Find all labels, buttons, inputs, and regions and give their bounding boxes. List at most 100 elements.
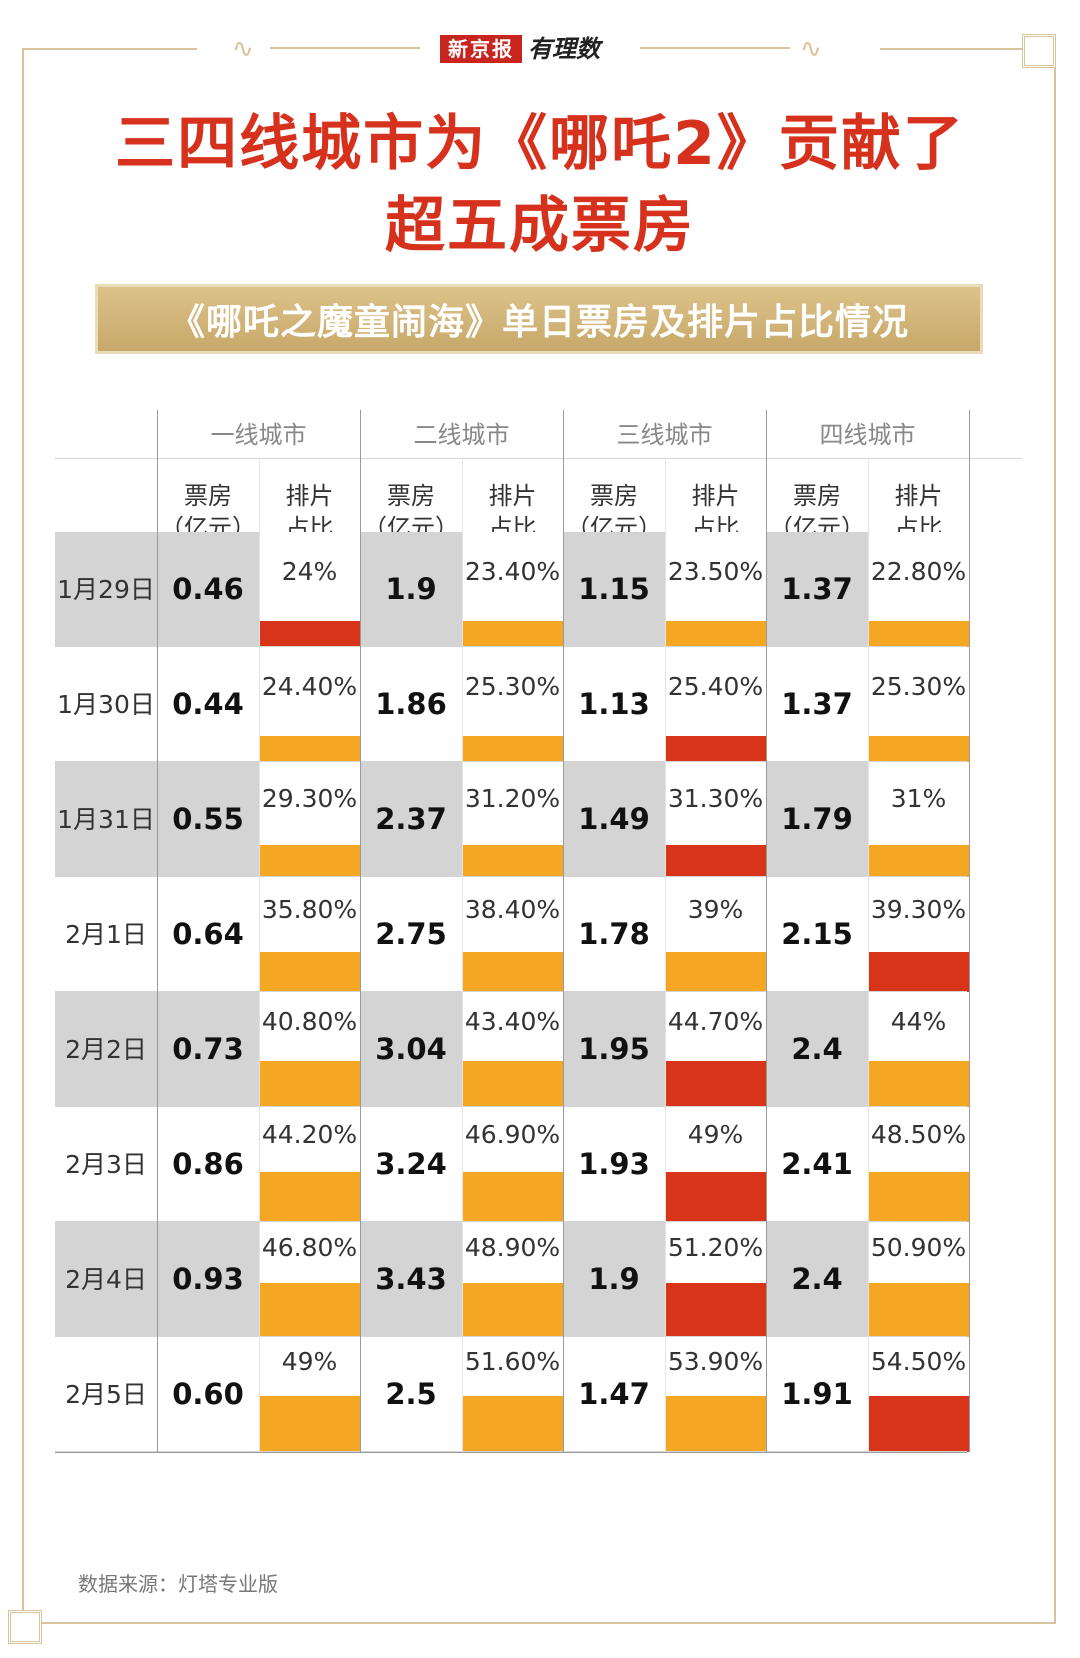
- chart-subtitle: 《哪吒之魔童闹海》单日票房及排片占比情况: [168, 302, 909, 343]
- screening-share-cell: 49%: [259, 1337, 360, 1452]
- screening-share-cell: 43.40%: [462, 992, 563, 1107]
- ornament-line: [270, 47, 420, 49]
- box-office-value: 0.60: [172, 1377, 244, 1411]
- screening-share-label: 23.50%: [667, 556, 764, 586]
- box-office-value: 2.5: [385, 1377, 437, 1411]
- box-office-value: 3.24: [375, 1147, 447, 1181]
- row-divider: [55, 1451, 967, 1452]
- box-office-value: 0.46: [172, 572, 244, 606]
- screening-share-bar: [462, 1172, 563, 1222]
- frame-top-right-line: [880, 48, 1056, 50]
- screening-share-label: 31.30%: [667, 783, 764, 813]
- screening-share-bar: [665, 952, 766, 992]
- row-divider: [55, 761, 967, 762]
- screening-share-bar: [868, 845, 969, 877]
- screening-share-cell: 44.70%: [665, 992, 766, 1107]
- box-office-value: 2.37: [375, 802, 447, 836]
- col-header-screening-line1: 排片: [285, 482, 334, 510]
- screening-share-label: 50.90%: [870, 1232, 967, 1262]
- screening-share-cell: 23.50%: [665, 532, 766, 647]
- row-date-label: 2月3日: [65, 1150, 147, 1179]
- screening-share-label: 54.50%: [870, 1346, 967, 1376]
- screening-share-bar: [868, 1172, 969, 1222]
- screening-share-cell: 53.90%: [665, 1337, 766, 1452]
- subtitle-banner: 《哪吒之魔童闹海》单日票房及排片占比情况: [95, 284, 983, 354]
- subcolumn-separator: [259, 460, 260, 1452]
- screening-share-label: 44%: [890, 1006, 947, 1036]
- row-date-label: 1月31日: [57, 805, 155, 834]
- column-separator: [766, 410, 767, 1452]
- screening-share-cell: 49%: [665, 1107, 766, 1222]
- box-office-value: 2.4: [791, 1262, 843, 1296]
- screening-share-bar: [259, 1283, 360, 1337]
- screening-share-label: 23.40%: [464, 556, 561, 586]
- screening-share-cell: 46.90%: [462, 1107, 563, 1222]
- screening-share-cell: 39.30%: [868, 877, 969, 992]
- box-office-value: 1.37: [781, 572, 853, 606]
- city-tier-header: 二线城市: [413, 421, 510, 449]
- ornament-line: [640, 47, 790, 49]
- screening-share-bar: [665, 736, 766, 762]
- screening-share-bar: [665, 621, 766, 647]
- col-header-box-office-line1: 票房: [387, 482, 435, 510]
- screening-share-label: 46.80%: [261, 1232, 358, 1262]
- screening-share-bar: [259, 845, 360, 877]
- box-office-value: 1.13: [578, 687, 650, 721]
- row-divider: [55, 876, 967, 877]
- screening-share-label: 31%: [890, 783, 947, 813]
- screening-share-cell: 54.50%: [868, 1337, 969, 1452]
- city-tier-header: 四线城市: [819, 421, 916, 449]
- box-office-value: 3.43: [375, 1262, 447, 1296]
- swirl-ornament-icon: ∿: [800, 34, 822, 64]
- box-office-value: 0.55: [172, 802, 244, 836]
- data-source-note: 数据来源：灯塔专业版: [78, 1572, 278, 1596]
- screening-share-cell: 25.30%: [462, 647, 563, 762]
- screening-share-label: 39%: [687, 894, 744, 924]
- screening-share-cell: 23.40%: [462, 532, 563, 647]
- screening-share-label: 31.20%: [464, 783, 561, 813]
- screening-share-bar: [462, 952, 563, 992]
- column-logo: 有理数: [528, 34, 600, 63]
- box-office-value: 1.95: [578, 1032, 650, 1066]
- screening-share-cell: 39%: [665, 877, 766, 992]
- screening-share-label: 51.20%: [667, 1232, 764, 1262]
- screening-share-cell: 22.80%: [868, 532, 969, 647]
- box-office-value: 1.78: [578, 917, 650, 951]
- screening-share-label: 40.80%: [261, 1006, 358, 1036]
- box-office-value: 1.9: [385, 572, 437, 606]
- header-divider: [55, 458, 1022, 459]
- screening-share-bar: [259, 952, 360, 992]
- city-tier-header: 三线城市: [616, 421, 713, 449]
- screening-share-bar: [868, 1396, 969, 1452]
- row-date-label: 2月5日: [65, 1380, 147, 1409]
- col-header-box-office: 票房 （亿元）: [563, 460, 665, 542]
- screening-share-label: 48.50%: [870, 1119, 967, 1149]
- row-divider: [55, 1221, 967, 1222]
- column-separator: [969, 410, 970, 1452]
- screening-share-label: 35.80%: [261, 894, 358, 924]
- screening-share-bar: [259, 621, 360, 647]
- screening-share-bar: [462, 1283, 563, 1337]
- screening-share-label: 25.30%: [464, 671, 561, 701]
- screening-share-bar: [665, 1172, 766, 1222]
- screening-share-cell: 31.30%: [665, 762, 766, 877]
- frame-top-left-line: [22, 48, 197, 50]
- col-header-box-office-line1: 票房: [590, 482, 638, 510]
- screening-share-bar: [462, 621, 563, 647]
- col-header-screening-line1: 排片: [488, 482, 537, 510]
- box-office-value: 1.37: [781, 687, 853, 721]
- box-office-value: 1.91: [781, 1377, 853, 1411]
- screening-share-cell: 29.30%: [259, 762, 360, 877]
- screening-share-bar: [462, 1061, 563, 1107]
- screening-share-label: 29.30%: [261, 783, 358, 813]
- screening-share-cell: 31%: [868, 762, 969, 877]
- box-office-value: 1.47: [578, 1377, 650, 1411]
- col-header-screening-line1: 排片: [894, 482, 943, 510]
- frame-corner-ornament: [1022, 34, 1056, 68]
- screening-share-label: 24%: [281, 556, 338, 586]
- col-header-screening-share: 排片 占比: [462, 460, 563, 542]
- screening-share-bar: [665, 1283, 766, 1337]
- screening-share-label: 46.90%: [464, 1119, 561, 1149]
- screening-share-label: 25.40%: [667, 671, 764, 701]
- screening-share-label: 43.40%: [464, 1006, 561, 1036]
